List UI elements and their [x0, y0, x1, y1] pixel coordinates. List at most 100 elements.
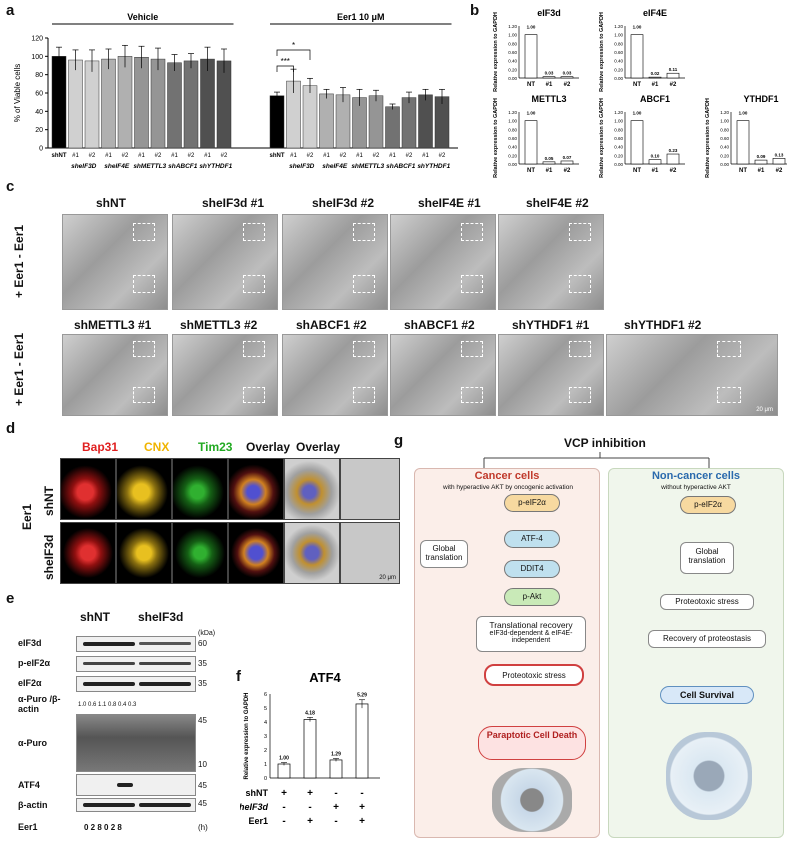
fl-image-overlay-sheif3d [228, 522, 284, 584]
panel-f-atf4-chart: ATF4 0 1 2 3 4 5 6 Relative expression to GAPDH 1… [240, 670, 380, 827]
a-xtick-label: #1 [422, 153, 429, 159]
noncancer-global-translation: Global translation [680, 542, 734, 574]
e-row-peif2a: p-eIF2α [18, 658, 51, 668]
b-ytick-label: 1.00 [508, 119, 517, 124]
a-xtick-label: #2 [406, 153, 413, 159]
c-hdr-7: shMETTL3 #2 [180, 318, 258, 332]
b-ytick-label: 1.20 [614, 24, 623, 29]
b-bar [754, 159, 768, 165]
e-hdr-sheif3d: sheIF3d [138, 610, 184, 624]
b-bar [630, 34, 644, 79]
b-xtick-label: #1 [546, 82, 553, 88]
e-marker-60: 60 [198, 639, 207, 648]
b-xtick-label: #2 [564, 82, 571, 88]
a-sig-bracket-1 [276, 65, 294, 72]
a-ytick-label: 40 [35, 109, 43, 116]
b-ylabel: Relative expression to GAPDH [705, 98, 711, 178]
f-condition-sign: - [282, 816, 285, 827]
a-xtick-label: #2 [155, 153, 162, 159]
blot-eif3d [76, 636, 196, 652]
b-ytick-label: 0.40 [720, 145, 729, 150]
e-marker-45a: 45 [198, 716, 207, 725]
b-ytick-label: 0.60 [720, 136, 729, 141]
b-xtick-label: #1 [546, 168, 553, 174]
blot-puro [76, 714, 196, 772]
row2-side-label: + Eer1 - Eer1 [12, 332, 26, 406]
b-ytick-label: 0.20 [614, 67, 623, 72]
b-ytick-label: 1.20 [720, 110, 729, 115]
a-sublabel: sheIF3D [289, 163, 315, 170]
b-data-label: 0.11 [669, 67, 678, 72]
b-data-label: 0.05 [545, 156, 554, 161]
b-data-label: 0.10 [651, 154, 660, 159]
b-ytick-label: 0.60 [508, 50, 517, 55]
a-xtick-label: #2 [221, 153, 228, 159]
b-xtick-label: NT [633, 168, 641, 174]
f-ylabel: Relative expression to GAPDH [244, 692, 250, 779]
b-bar [524, 34, 538, 79]
b-ytick-label: 0.60 [508, 136, 517, 141]
d-channel-overlay1: Overlay [246, 440, 291, 454]
b-chart-title: METTL3 [532, 94, 567, 104]
a-sublabel: shYTHDF1 [417, 163, 450, 170]
b-xtick-label: #1 [652, 168, 659, 174]
f-ytick-label: 5 [264, 706, 267, 712]
b-ylabel: Relative expression to GAPDH [493, 98, 499, 178]
f-bar [355, 703, 369, 779]
cancer-death: Paraptotic Cell Death [478, 726, 586, 760]
d-channel-overlay2: Overlay [296, 440, 341, 454]
e-marker-35b: 35 [198, 679, 207, 688]
b-data-label: 0.07 [563, 155, 572, 160]
f-condition-sign: - [334, 816, 337, 827]
b-xtick-label: #2 [776, 168, 783, 174]
a-bar [385, 106, 400, 149]
a-bar [269, 95, 285, 149]
noncancer-cell-illustration [666, 732, 752, 820]
b-data-label: 1.00 [633, 111, 642, 116]
a-ytick-label: 120 [31, 36, 43, 43]
f-ytick-label: 1 [264, 762, 267, 768]
b-ytick-label: 1.00 [508, 33, 517, 38]
f-condition-sign: + [281, 788, 287, 799]
b-data-label: 1.00 [739, 111, 748, 116]
b-xtick-label: NT [527, 82, 535, 88]
a-bar [134, 57, 149, 149]
b-xtick-label: #1 [652, 82, 659, 88]
panel-c-micrographs: + Eer1 - Eer1 + Eer1 - Eer1 shNT sheIF3d… [12, 196, 790, 416]
b-bar [736, 120, 750, 165]
b-bar [542, 161, 556, 165]
c-hdr-3: sheIF3d #2 [312, 196, 375, 210]
b-bar [648, 159, 662, 165]
a-sublabel: shMETTL3 [133, 163, 166, 170]
noncancer-sub: without hyperactive AKT [661, 484, 731, 491]
micrograph [498, 334, 604, 416]
micrograph: 20 μm [606, 334, 778, 416]
b-ytick-label: 0.80 [614, 41, 623, 46]
b-xtick-label: #2 [564, 168, 571, 174]
f-condition-sign: - [334, 788, 337, 799]
a-group-label: Vehicle [127, 12, 158, 22]
e-eer1-label: Eer1 [18, 822, 38, 832]
panel-label-b: b [470, 2, 480, 19]
a-sublabel: shYTHDF1 [199, 163, 232, 170]
a-sublabel: shABCF1 [386, 163, 416, 170]
c-hdr-2: sheIF3d #1 [202, 196, 265, 210]
cancer-recovery-box: Translational recovery eIF3d-dependent &… [476, 616, 586, 652]
cancer-peif2a: p-eIF2α [504, 494, 560, 512]
b-ytick-label: 0.00 [720, 162, 729, 167]
a-bar [150, 58, 166, 149]
cancer-recovery-title: Translational recovery [489, 620, 573, 630]
a-bar [84, 60, 100, 149]
a-xtick-label: #1 [204, 153, 211, 159]
cancer-ddit4: DDIT4 [504, 560, 560, 578]
a-xtick-label: shNT [52, 153, 67, 159]
a-ytick-label: 100 [31, 54, 43, 61]
a-bar [401, 97, 417, 149]
d-group-label: Eer1 [20, 503, 34, 531]
cancer-global-translation: Global translation [420, 540, 468, 568]
b-ytick-label: 0.40 [614, 59, 623, 64]
a-ytick-label: 60 [35, 91, 43, 98]
fl-image-bap31-shnt [60, 458, 116, 520]
f-data-label: 5.29 [357, 693, 367, 699]
b-xtick-label: #2 [670, 168, 677, 174]
